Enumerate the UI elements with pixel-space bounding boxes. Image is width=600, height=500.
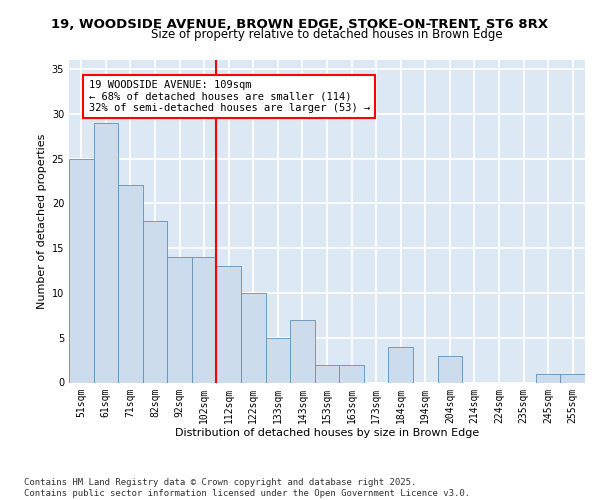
Bar: [192, 257, 217, 382]
Text: 19 WOODSIDE AVENUE: 109sqm
← 68% of detached houses are smaller (114)
32% of sem: 19 WOODSIDE AVENUE: 109sqm ← 68% of deta…: [89, 80, 370, 113]
Bar: [560, 374, 585, 382]
Bar: [217, 266, 241, 382]
Bar: [118, 186, 143, 382]
Bar: [69, 158, 94, 382]
Bar: [94, 122, 118, 382]
Bar: [143, 221, 167, 382]
Bar: [167, 257, 192, 382]
Bar: [339, 364, 364, 382]
Bar: [437, 356, 462, 382]
X-axis label: Distribution of detached houses by size in Brown Edge: Distribution of detached houses by size …: [175, 428, 479, 438]
Y-axis label: Number of detached properties: Number of detached properties: [37, 134, 47, 309]
Bar: [388, 346, 413, 382]
Bar: [241, 293, 266, 382]
Bar: [315, 364, 339, 382]
Text: 19, WOODSIDE AVENUE, BROWN EDGE, STOKE-ON-TRENT, ST6 8RX: 19, WOODSIDE AVENUE, BROWN EDGE, STOKE-O…: [52, 18, 548, 30]
Bar: [290, 320, 315, 382]
Title: Size of property relative to detached houses in Brown Edge: Size of property relative to detached ho…: [151, 28, 503, 41]
Bar: [536, 374, 560, 382]
Text: Contains HM Land Registry data © Crown copyright and database right 2025.
Contai: Contains HM Land Registry data © Crown c…: [24, 478, 470, 498]
Bar: [266, 338, 290, 382]
